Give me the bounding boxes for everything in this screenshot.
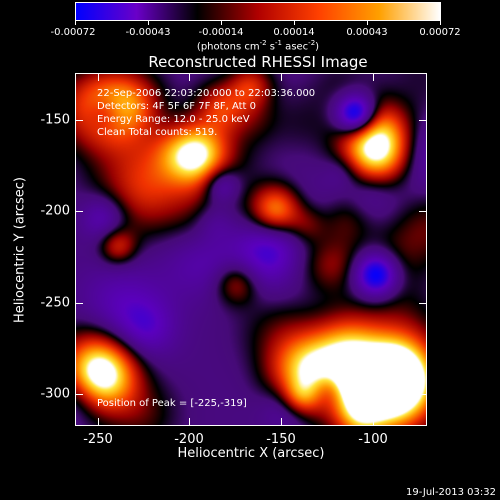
colorbar-tick bbox=[294, 21, 295, 25]
colorbar-tick bbox=[75, 21, 76, 25]
y-axis-title: Heliocentric Y (arcsec) bbox=[12, 177, 28, 323]
colorbar bbox=[75, 2, 441, 21]
x-tick bbox=[189, 418, 190, 426]
y-tick-label: -150 bbox=[40, 112, 70, 128]
colorbar-tick bbox=[367, 21, 368, 25]
x-tick-label: -100 bbox=[358, 432, 388, 447]
x-tick-label: -200 bbox=[174, 432, 204, 447]
colorbar-tick bbox=[440, 21, 441, 25]
colorbar-tick bbox=[221, 21, 222, 25]
y-tick bbox=[419, 120, 427, 121]
colorbar-tick bbox=[148, 21, 149, 25]
peak-position: Position of Peak = [-225,-319] bbox=[97, 398, 247, 409]
info-time: 22-Sep-2006 22:03:20.000 to 22:03:36.000 bbox=[97, 88, 316, 99]
x-tick bbox=[281, 418, 282, 426]
colorbar-tick-label: -0.00043 bbox=[125, 27, 171, 38]
colorbar-tick-label: -0.00072 bbox=[50, 27, 96, 38]
x-tick bbox=[189, 73, 190, 81]
y-tick-label: -250 bbox=[40, 295, 70, 311]
y-tick-label: -200 bbox=[40, 203, 70, 219]
info-detectors: Detectors: 4F 5F 6F 7F 8F, Att 0 bbox=[97, 101, 257, 112]
x-tick bbox=[373, 73, 374, 81]
y-tick bbox=[75, 394, 83, 395]
y-tick bbox=[75, 120, 83, 121]
y-tick bbox=[419, 211, 427, 212]
x-tick-label: -150 bbox=[266, 432, 296, 447]
x-tick bbox=[281, 73, 282, 81]
x-tick bbox=[373, 418, 374, 426]
reconstructed-image bbox=[76, 74, 426, 425]
timestamp: 19-Jul-2013 03:32 bbox=[405, 487, 496, 498]
x-tick bbox=[98, 418, 99, 426]
colorbar-units: (photons cm-2 s-1 asec-2) bbox=[196, 39, 320, 53]
y-tick bbox=[419, 303, 427, 304]
x-tick-label: -250 bbox=[83, 432, 113, 447]
info-clean: Clean Total counts: 519. bbox=[97, 127, 218, 138]
colorbar-tick-label: 0.00014 bbox=[273, 27, 315, 38]
plot-title: Reconstructed RHESSI Image bbox=[148, 53, 368, 71]
x-axis-title: Heliocentric X (arcsec) bbox=[177, 446, 325, 461]
colorbar-tick-label: -0.00014 bbox=[198, 27, 244, 38]
image-plot: 22-Sep-2006 22:03:20.000 to 22:03:36.000… bbox=[75, 73, 427, 426]
y-tick bbox=[75, 211, 83, 212]
x-tick bbox=[98, 73, 99, 81]
y-tick bbox=[75, 303, 83, 304]
colorbar-tick-label: 0.00043 bbox=[346, 27, 388, 38]
info-energy: Energy Range: 12.0 - 25.0 keV bbox=[97, 114, 250, 125]
y-tick bbox=[419, 394, 427, 395]
y-tick-label: -300 bbox=[40, 386, 70, 402]
colorbar-tick-label: 0.00072 bbox=[419, 27, 461, 38]
